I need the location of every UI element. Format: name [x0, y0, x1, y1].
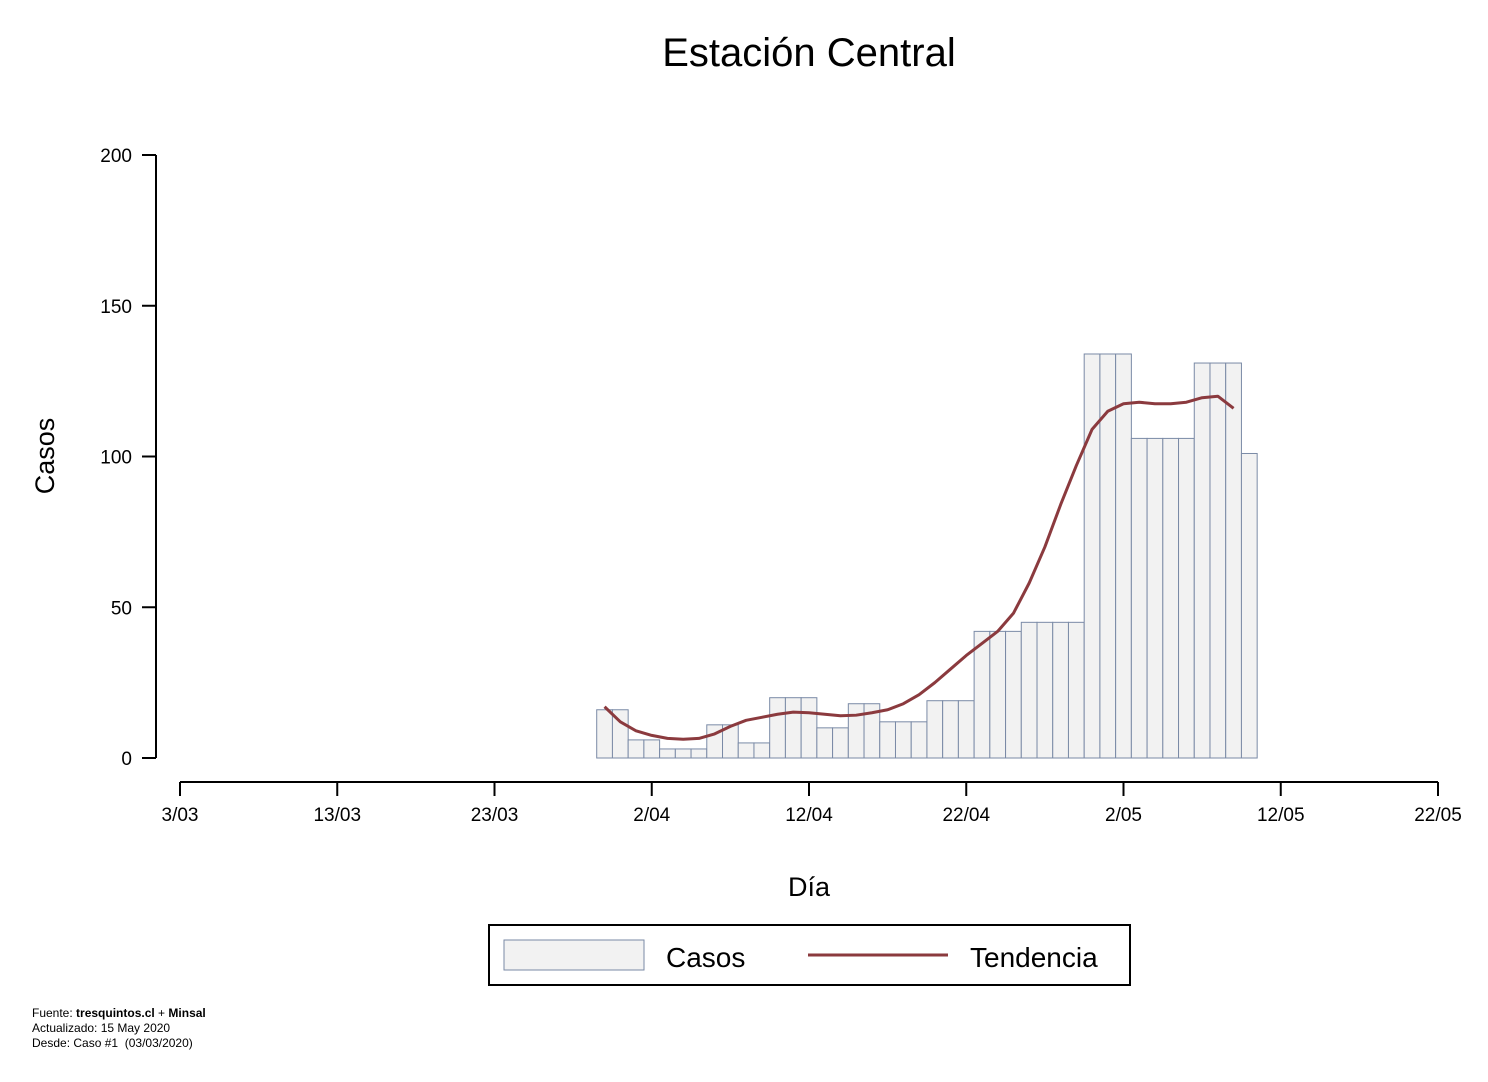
y-axis: 0 50 100 150 200	[100, 146, 157, 770]
bar	[611, 709, 629, 759]
bar	[1162, 437, 1180, 759]
footer-source-1: tresquintos.cl	[76, 1006, 155, 1020]
bar	[596, 709, 613, 759]
trend-group	[603, 394, 1235, 741]
bar	[1178, 437, 1195, 759]
bar	[1099, 353, 1117, 759]
bar	[816, 727, 834, 759]
x-tick-label: 2/04	[633, 805, 670, 826]
x-axis-title: Día	[788, 872, 831, 902]
footer-updated: Actualizado: 15 May 2020	[32, 1021, 171, 1035]
legend: Casos Tendencia	[488, 924, 1131, 986]
bar	[847, 703, 865, 759]
footer-source: Fuente: tresquintos.cl + Minsal	[32, 1006, 206, 1021]
y-tick-label: 150	[100, 297, 132, 318]
bar	[1225, 362, 1242, 759]
x-tick-label: 2/05	[1105, 805, 1142, 826]
x-tick-label: 3/03	[162, 805, 199, 826]
bars-group	[596, 353, 1258, 759]
bar	[832, 727, 849, 759]
bar	[784, 697, 802, 759]
footer-since: Desde: Caso #1 (03/03/2020)	[32, 1036, 193, 1050]
x-tick-label: 12/04	[785, 805, 833, 826]
chart-title: Estación Central	[662, 31, 955, 75]
bar	[1209, 362, 1227, 759]
bar	[910, 721, 928, 759]
trend-line	[603, 394, 1235, 741]
bar	[1146, 437, 1164, 759]
y-tick-label: 200	[100, 146, 132, 167]
x-tick-label: 13/03	[313, 805, 361, 826]
y-tick-label: 0	[121, 749, 132, 770]
bar	[1240, 452, 1258, 759]
bar	[989, 630, 1007, 759]
bar	[674, 748, 692, 759]
bar	[1130, 437, 1148, 759]
x-tick-label: 12/05	[1257, 805, 1305, 826]
y-tick-label: 100	[100, 448, 132, 469]
y-tick-label: 50	[111, 598, 132, 619]
bar	[1115, 353, 1132, 759]
bar	[1067, 621, 1085, 759]
bar	[1052, 621, 1069, 759]
footer: Fuente: tresquintos.cl + Minsal Actualiz…	[32, 1006, 206, 1051]
x-tick-label: 22/05	[1414, 805, 1462, 826]
y-axis-title: Casos	[30, 418, 60, 495]
x-axis: 3/03 13/03 23/03 2/04 12/04 22/04 2/05 12/05 22/…	[162, 781, 1462, 826]
footer-source-prefix: Fuente:	[32, 1006, 77, 1020]
legend-casos-label: Casos	[666, 942, 745, 973]
x-tick-label: 23/03	[471, 805, 519, 826]
bar	[690, 748, 708, 759]
bar	[1005, 630, 1022, 759]
bar	[659, 748, 676, 759]
footer-source-sep: +	[154, 1006, 169, 1020]
footer-source-2: Minsal	[168, 1006, 206, 1020]
bar	[1083, 353, 1101, 759]
bar	[1020, 621, 1038, 759]
bar	[627, 739, 645, 759]
bar	[1193, 362, 1211, 759]
bar	[643, 739, 661, 759]
legend-tendencia-label: Tendencia	[970, 942, 1098, 973]
x-tick-label: 22/04	[942, 805, 990, 826]
bar	[942, 700, 959, 759]
bar	[753, 742, 771, 759]
bar	[973, 630, 991, 759]
legend-casos-swatch	[503, 939, 645, 971]
bar	[1036, 621, 1054, 759]
bar	[894, 721, 912, 759]
bar	[769, 697, 786, 759]
bar	[879, 721, 896, 759]
bar	[926, 700, 944, 759]
bar	[800, 697, 818, 759]
bar	[957, 700, 975, 759]
bar	[737, 742, 755, 759]
